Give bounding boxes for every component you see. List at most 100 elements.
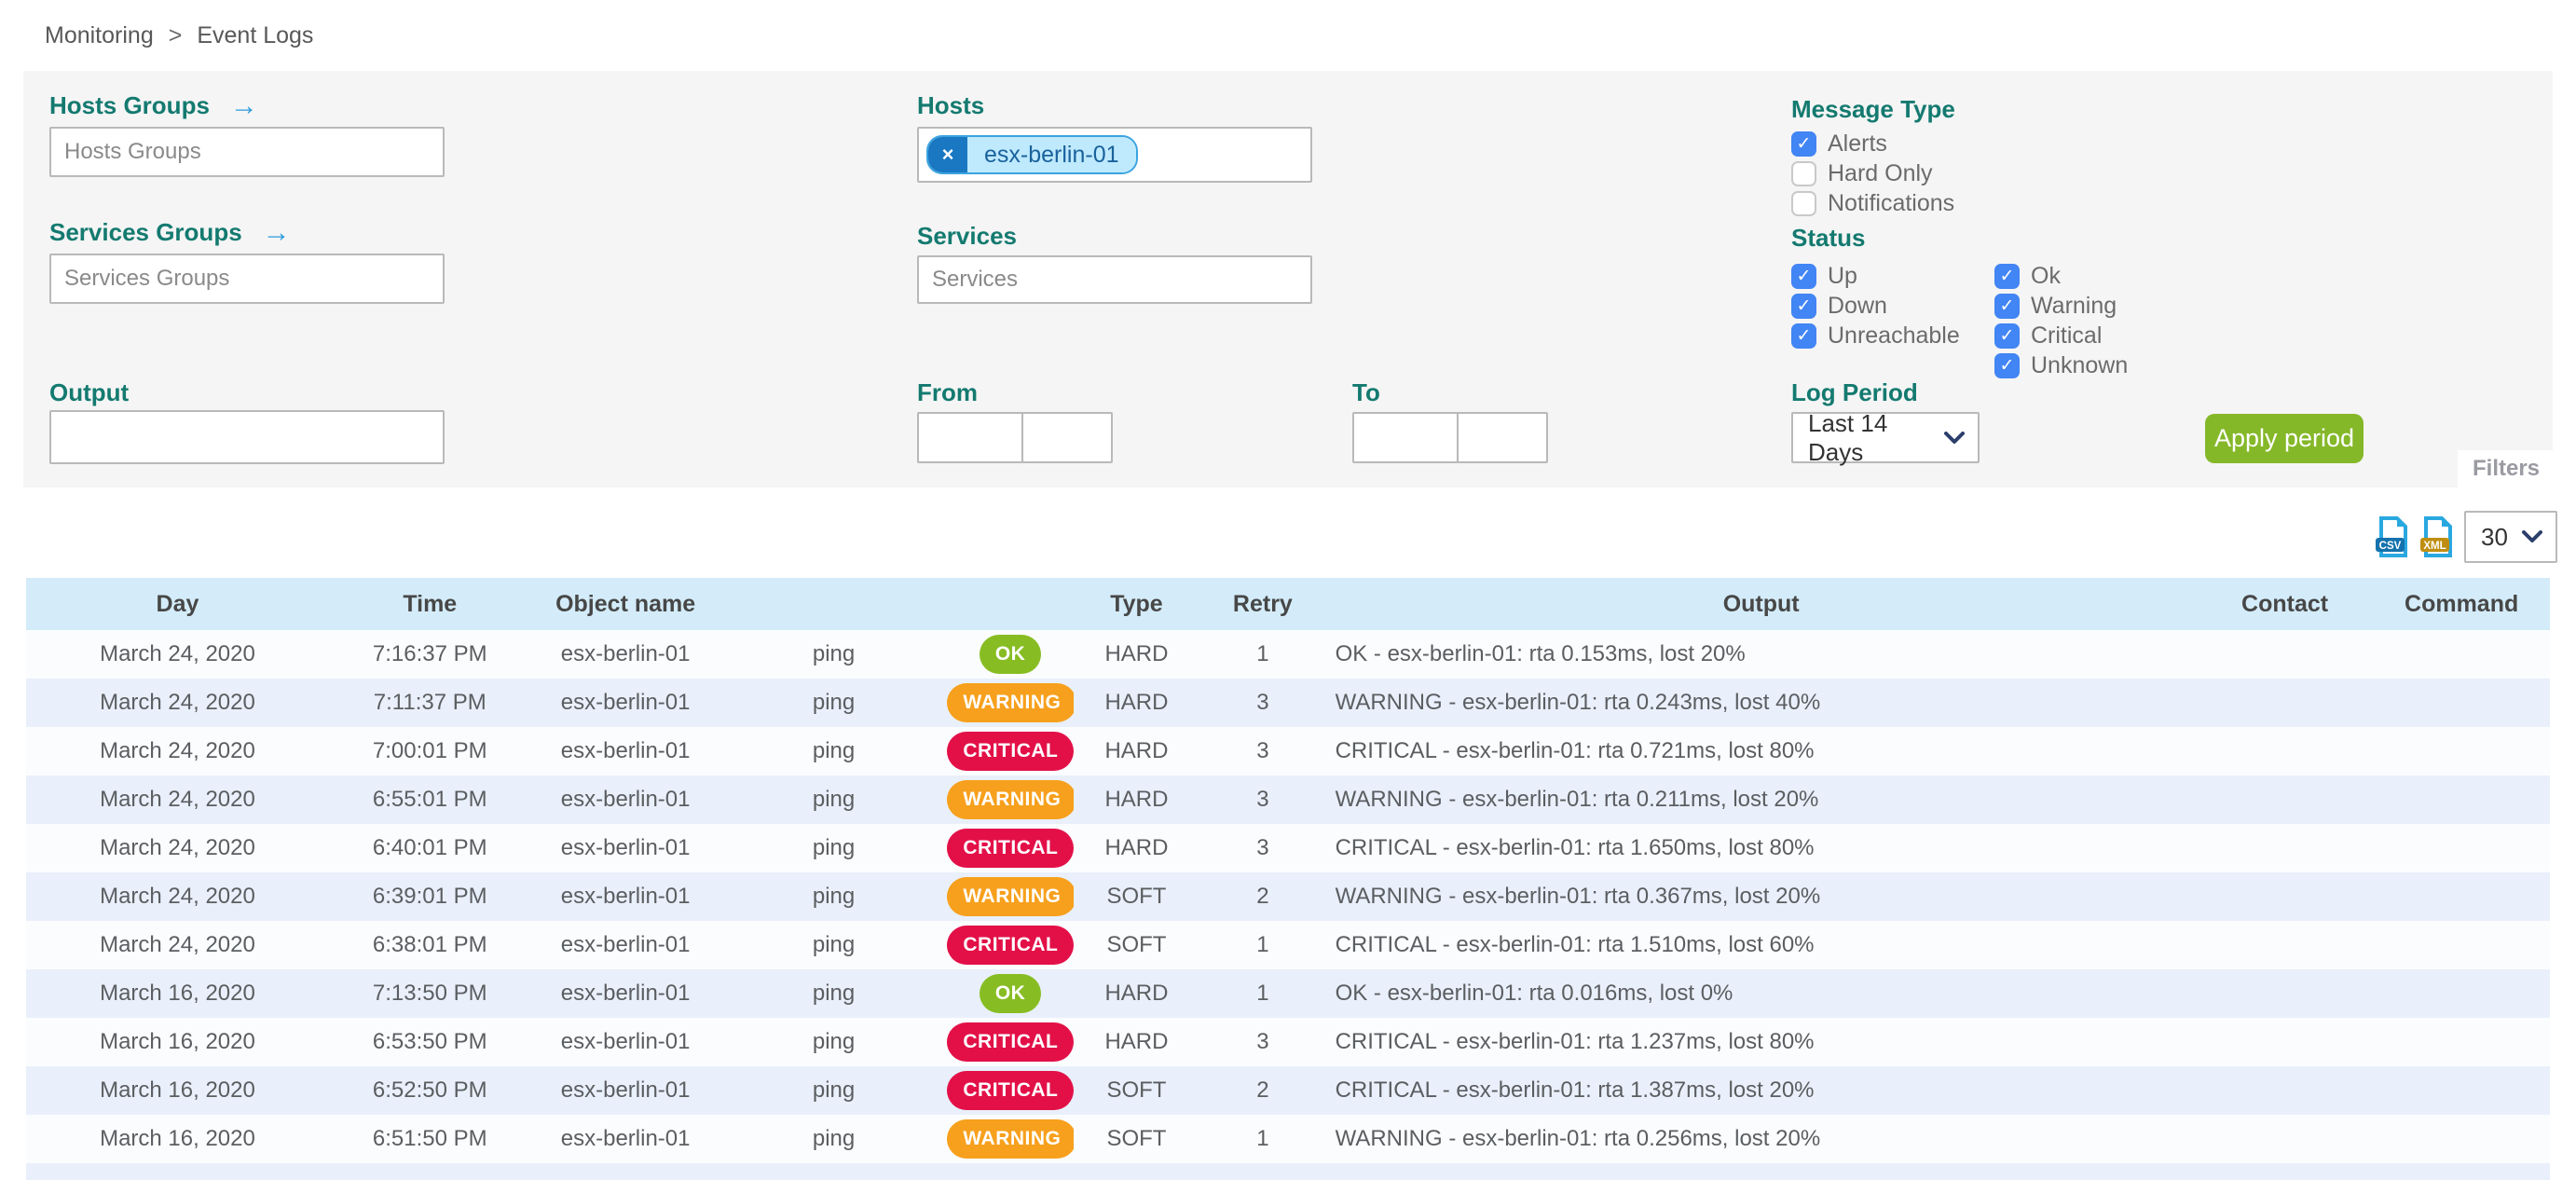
cell-time: 6:40:01 PM xyxy=(372,835,487,860)
checkbox[interactable]: ✓ xyxy=(1791,322,1816,349)
from-date-input[interactable] xyxy=(917,412,1023,463)
cell-service: ping xyxy=(812,932,856,957)
cell-day: March 16, 2020 xyxy=(100,1029,255,1054)
status-down[interactable]: ✓ Down xyxy=(1791,291,1960,321)
cell-time: 6:52:50 PM xyxy=(372,1077,487,1103)
checkmark-icon: ✓ xyxy=(1796,325,1812,346)
status-unreachable[interactable]: ✓ Unreachable xyxy=(1791,321,1960,350)
chip-remove-icon[interactable]: × xyxy=(928,137,967,172)
cell-day: March 24, 2020 xyxy=(100,835,255,860)
status-badge: CRITICAL xyxy=(947,1071,1074,1110)
status-warning[interactable]: ✓ Warning xyxy=(1994,291,2128,321)
csv-icon-label: CSV xyxy=(2379,541,2402,552)
cell-status: CRITICAL xyxy=(947,1022,1074,1062)
cell-object-name: esx-berlin-01 xyxy=(560,1029,691,1054)
cell-service: ping xyxy=(812,738,856,763)
cell-type: HARD xyxy=(1104,738,1169,763)
table-row: March 24, 2020 7:00:01 PM esx-berlin-01 … xyxy=(26,727,2550,775)
checkbox[interactable]: ✓ xyxy=(1791,263,1816,289)
checkbox[interactable]: ✓ xyxy=(1994,293,2020,319)
checkbox[interactable]: ✓ xyxy=(1791,293,1816,319)
apply-period-button[interactable]: Apply period xyxy=(2205,414,2364,463)
cell-output: CRITICAL - esx-berlin-01: rta 0.721ms, l… xyxy=(1335,738,1815,763)
cell-time: 6:55:01 PM xyxy=(372,787,487,812)
chevron-down-icon xyxy=(2522,530,2542,542)
col-contact: Contact xyxy=(2241,590,2329,617)
table-row: March 24, 2020 6:40:01 PM esx-berlin-01 … xyxy=(26,824,2550,872)
output-input[interactable] xyxy=(49,410,445,464)
services-input[interactable] xyxy=(917,255,1312,304)
checkbox[interactable]: ✓ xyxy=(1791,160,1816,186)
cell-retry: 2 xyxy=(1256,1077,1269,1103)
export-xml-icon[interactable]: XML xyxy=(2419,515,2455,558)
chip-label: esx-berlin-01 xyxy=(967,137,1136,172)
checkbox[interactable]: ✓ xyxy=(1791,190,1816,216)
cell-object-name: esx-berlin-01 xyxy=(560,690,691,715)
cell-type: SOFT xyxy=(1106,1126,1167,1151)
cell-output: CRITICAL - esx-berlin-01: rta 1.650ms, l… xyxy=(1335,835,1815,860)
chevron-down-icon xyxy=(1944,431,1965,444)
cell-service: ping xyxy=(812,884,856,909)
message-type-hard-only[interactable]: ✓ Hard Only xyxy=(1791,158,1954,188)
cell-object-name: esx-berlin-01 xyxy=(560,981,691,1006)
col-type: Type xyxy=(1110,590,1163,617)
page-size-select[interactable]: 30 xyxy=(2464,511,2557,563)
services-groups-input[interactable] xyxy=(49,254,445,304)
checkbox[interactable]: ✓ xyxy=(1994,322,2020,349)
cell-day: March 24, 2020 xyxy=(100,884,255,909)
cell-type: HARD xyxy=(1104,690,1169,715)
cell-retry: 1 xyxy=(1256,981,1269,1006)
status-badge: WARNING xyxy=(947,1119,1074,1159)
table-row: March 16, 2020 6:53:50 PM esx-berlin-01 … xyxy=(26,1018,2550,1066)
filters-tab[interactable]: Filters xyxy=(2458,450,2555,487)
status-critical[interactable]: ✓ Critical xyxy=(1994,321,2128,350)
to-date-input[interactable] xyxy=(1352,412,1459,463)
breadcrumb: Monitoring > Event Logs xyxy=(45,22,313,49)
to-label: To xyxy=(1352,378,1380,406)
status-badge: CRITICAL xyxy=(947,1022,1074,1062)
table-row: March 24, 2020 7:11:37 PM esx-berlin-01 … xyxy=(26,679,2550,727)
hosts-input[interactable]: × esx-berlin-01 xyxy=(917,127,1312,183)
arrow-right-icon[interactable]: → xyxy=(229,89,258,121)
cell-status: WARNING xyxy=(947,780,1074,819)
cell-retry: 3 xyxy=(1256,835,1269,860)
checkbox[interactable]: ✓ xyxy=(1791,130,1816,157)
checkbox-label: Critical xyxy=(2031,322,2103,349)
hosts-groups-input[interactable] xyxy=(49,127,445,177)
message-type-notifications[interactable]: ✓ Notifications xyxy=(1791,188,1954,218)
status-badge: OK xyxy=(979,635,1042,674)
from-time-input[interactable] xyxy=(1021,412,1113,463)
status-ok[interactable]: ✓ Ok xyxy=(1994,261,2128,291)
event-log-table: Day Time Object name Type Retry Output C… xyxy=(26,578,2550,1180)
checkbox-label: Alerts xyxy=(1828,130,1887,157)
export-csv-icon[interactable]: CSV xyxy=(2375,515,2410,558)
breadcrumb-monitoring[interactable]: Monitoring xyxy=(45,22,154,48)
cell-service: ping xyxy=(812,787,856,812)
log-period-select[interactable]: Last 14 Days xyxy=(1791,409,1980,466)
to-time-input[interactable] xyxy=(1457,412,1548,463)
cell-output: OK - esx-berlin-01: rta 0.016ms, lost 0% xyxy=(1335,981,1733,1006)
cell-time: 7:16:37 PM xyxy=(372,641,487,666)
breadcrumb-event-logs[interactable]: Event Logs xyxy=(197,22,314,48)
cell-output: CRITICAL - esx-berlin-01: rta 1.237ms, l… xyxy=(1335,1029,1815,1054)
status-unknown[interactable]: ✓ Unknown xyxy=(1994,350,2128,380)
cell-status: WARNING xyxy=(947,1119,1074,1159)
checkmark-icon: ✓ xyxy=(1999,355,2015,376)
xml-icon-label: XML xyxy=(2423,541,2446,552)
cell-retry: 2 xyxy=(1256,884,1269,909)
status-up[interactable]: ✓ Up xyxy=(1791,261,1960,291)
cell-service: ping xyxy=(812,1126,856,1151)
cell-status: WARNING xyxy=(947,683,1074,722)
checkbox[interactable]: ✓ xyxy=(1994,352,2020,378)
arrow-right-icon[interactable]: → xyxy=(262,216,291,248)
message-type-alerts[interactable]: ✓ Alerts xyxy=(1791,129,1954,158)
hosts-groups-label: Hosts Groups → xyxy=(49,89,258,121)
cell-object-name: esx-berlin-01 xyxy=(560,835,691,860)
cell-type: HARD xyxy=(1104,641,1169,666)
message-type-label: Message Type xyxy=(1791,95,1955,123)
cell-status: CRITICAL xyxy=(947,1071,1074,1110)
checkbox[interactable]: ✓ xyxy=(1994,263,2020,289)
status-badge: CRITICAL xyxy=(947,926,1074,965)
status-badge: WARNING xyxy=(947,877,1074,916)
status-badge: OK xyxy=(979,974,1042,1013)
